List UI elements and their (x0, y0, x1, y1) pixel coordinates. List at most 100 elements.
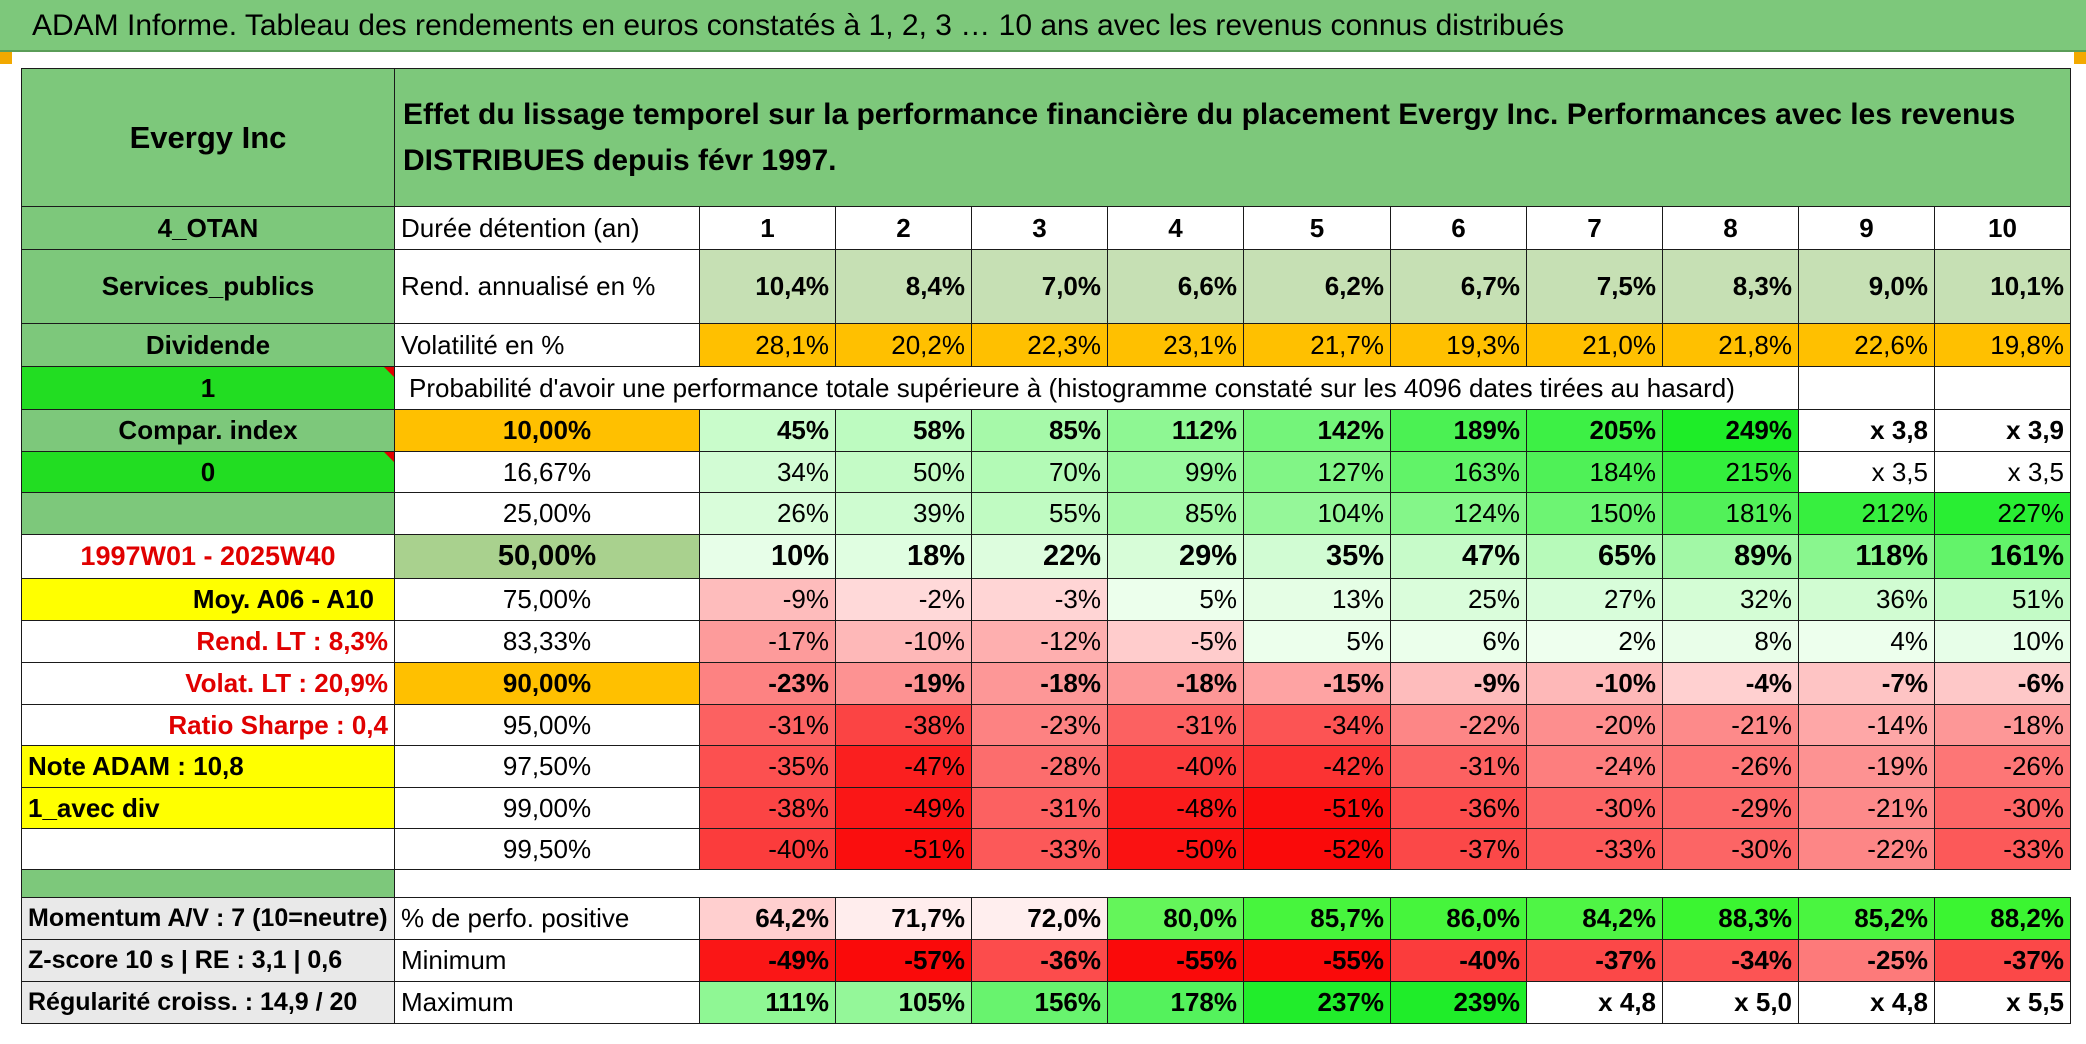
prob-row: Moy. A06 - A10 75,00% -9% -2% -3% 5% 13% 25% 27… (21, 578, 2071, 621)
prob-value: -26% (1934, 745, 2071, 788)
prob-value: 26% (699, 492, 836, 535)
year-header: 6 (1390, 206, 1527, 250)
note-label: Note ADAM : 10,8 (21, 745, 395, 788)
prob-value: -52% (1243, 828, 1391, 870)
stats-value: 84,2% (1526, 897, 1663, 940)
prob-value: -30% (1934, 787, 2071, 829)
company-name: Evergy Inc (21, 68, 395, 207)
prob-value: 5% (1107, 578, 1244, 621)
prob-value: -5% (1107, 620, 1244, 663)
prob-row: Compar. index 10,00% 45% 58% 85% 112% 142% 189… (21, 409, 2071, 452)
probability-threshold: 97,50% (394, 745, 700, 788)
prob-value: 184% (1526, 451, 1663, 493)
prob-value: x 3,5 (1798, 451, 1935, 493)
prob-value: 39% (835, 492, 972, 535)
compar-toggle-cell[interactable]: 0 (21, 451, 395, 493)
stats-value: -49% (699, 939, 836, 982)
prob-value: -33% (971, 828, 1108, 870)
prob-value: -10% (1526, 662, 1663, 705)
prob-value: -48% (1107, 787, 1244, 829)
prob-value: -9% (1390, 662, 1527, 705)
prob-value: -18% (1934, 704, 2071, 746)
stats-value: x 5,0 (1662, 981, 1799, 1024)
prob-value: 227% (1934, 492, 2071, 535)
report-title: ADAM Informe. Tableau des rendements en … (32, 9, 1564, 42)
prob-row: 25,00% 26% 39% 55% 85% 104% 124% 150% 181% 212% 22… (21, 492, 2071, 535)
rend-value: 7,0% (971, 249, 1108, 324)
prob-value: -38% (699, 787, 836, 829)
prob-value: -4% (1662, 662, 1799, 705)
vol-value: 22,6% (1798, 323, 1935, 367)
prob-value: -18% (1107, 662, 1244, 705)
empty-cell (1798, 366, 1935, 410)
probability-threshold: 25,00% (394, 492, 700, 535)
prob-value: -31% (971, 787, 1108, 829)
prob-row: Note ADAM : 10,8 97,50% -35% -47% -28% -40% -… (21, 745, 2071, 788)
stats-value: 88,3% (1662, 897, 1799, 940)
prob-value: -31% (699, 704, 836, 746)
vol-label: Volatilité en % (394, 323, 700, 367)
prob-value: 5% (1243, 620, 1391, 663)
sharpe-label: Ratio Sharpe : 0,4 (21, 704, 395, 746)
prob-value: -37% (1390, 828, 1527, 870)
prob-value: -19% (835, 662, 972, 705)
country-label: 4_OTAN (21, 206, 395, 250)
prob-value: -14% (1798, 704, 1935, 746)
report-title-bar: ADAM Informe. Tableau des rendements en … (0, 0, 2086, 52)
probability-threshold: 75,00% (394, 578, 700, 621)
rend-label: Rend. annualisé en % (394, 249, 700, 324)
prob-value: 36% (1798, 578, 1935, 621)
year-header: 2 (835, 206, 972, 250)
vol-value: 23,1% (1107, 323, 1244, 367)
stats-value: 156% (971, 981, 1108, 1024)
prob-value: x 3,9 (1934, 409, 2071, 452)
avec-div-label: 1_avec div (21, 787, 395, 829)
prob-value: -23% (699, 662, 836, 705)
stats-value: 88,2% (1934, 897, 2071, 940)
rend-lt-label: Rend. LT : 8,3% (21, 620, 395, 663)
empty-cell (1934, 366, 2071, 410)
prob-value: -36% (1390, 787, 1527, 829)
prob-value: 142% (1243, 409, 1391, 452)
probability-threshold: 99,00% (394, 787, 700, 829)
vol-value: 20,2% (835, 323, 972, 367)
rend-value: 8,4% (835, 249, 972, 324)
rend-value: 6,7% (1390, 249, 1527, 324)
sector-label: Services_publics (21, 249, 395, 324)
stats-value: -40% (1390, 939, 1527, 982)
prob-value: -31% (1107, 704, 1244, 746)
year-header: 1 (699, 206, 836, 250)
period-label: 1997W01 - 2025W40 (21, 534, 395, 579)
empty-green-cell (21, 492, 395, 535)
prob-value: 50% (835, 451, 972, 493)
prob-value: 189% (1390, 409, 1527, 452)
probability-label: Probabilité d'avoir une performance tota… (394, 366, 1799, 410)
year-header: 4 (1107, 206, 1244, 250)
year-header: 8 (1662, 206, 1799, 250)
probability-threshold: 83,33% (394, 620, 700, 663)
stats-value: 237% (1243, 981, 1391, 1024)
stats-value: -37% (1934, 939, 2071, 982)
prob-value: -22% (1798, 828, 1935, 870)
prob-value: -38% (835, 704, 972, 746)
stats-value: 85,2% (1798, 897, 1935, 940)
vol-value: 19,3% (1390, 323, 1527, 367)
year-header: 9 (1798, 206, 1935, 250)
prob-value: -35% (699, 745, 836, 788)
table-description: Effet du lissage temporel sur la perform… (394, 68, 2071, 207)
prob-row: Rend. LT : 8,3% 83,33% -17% -10% -12% -5% 5% 6… (21, 620, 2071, 663)
prob-value: 22% (971, 534, 1108, 579)
stats-value: -34% (1662, 939, 1799, 982)
rend-value: 10,1% (1934, 249, 2071, 324)
prob-value: 58% (835, 409, 972, 452)
stats-label: Maximum (394, 981, 700, 1024)
dividend-label: Dividende (21, 323, 395, 367)
prob-value: 85% (971, 409, 1108, 452)
vol-value: 21,7% (1243, 323, 1391, 367)
corner-marker (0, 52, 12, 64)
momentum-label: Momentum A/V : 7 (10=neutre) (21, 897, 395, 940)
prob-row: 0 16,67% 34% 50% 70% 99% 127% 163% 184% 215% x 3,… (21, 451, 2071, 493)
zscore-label: Z-score 10 s | RE : 3,1 | 0,6 (21, 939, 395, 982)
index-toggle-cell[interactable]: 1 (21, 366, 395, 410)
stats-row: Momentum A/V : 7 (10=neutre) % de perfo.… (21, 897, 2071, 940)
